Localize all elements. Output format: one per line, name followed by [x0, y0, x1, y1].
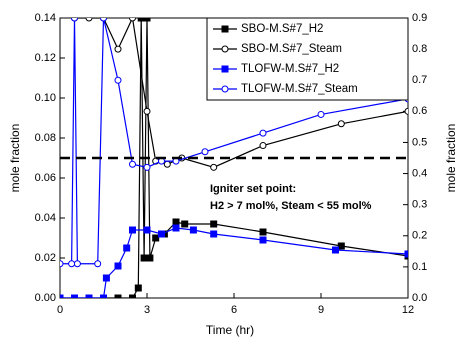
marker — [137, 18, 145, 22]
marker — [259, 142, 267, 150]
marker — [332, 246, 339, 254]
legend-label: TLOFW-M.S#7_H2 — [241, 63, 339, 75]
marker — [337, 120, 345, 128]
y-axis-label: mole fraction — [8, 124, 22, 193]
marker — [259, 236, 267, 244]
marker — [201, 148, 209, 156]
annotation: H2 > 7 mol%, Steam < 55 mol% — [210, 200, 372, 212]
marker — [114, 76, 122, 84]
y-tick-label: 0.14 — [35, 12, 56, 24]
y-tick-label: 0.12 — [35, 52, 56, 64]
y2-tick-label: 0.1 — [412, 261, 427, 273]
y-tick-label: 0.08 — [35, 132, 56, 144]
marker — [71, 294, 78, 298]
x-axis-label: Time (hr) — [206, 323, 254, 337]
marker — [143, 107, 151, 115]
x-tick-label: 0 — [57, 304, 63, 316]
marker — [221, 45, 229, 53]
marker — [114, 262, 122, 270]
legend-label: TLOFW-M.S#7_Steam — [241, 83, 358, 95]
marker — [404, 107, 408, 115]
y-tick-label: 0.02 — [35, 252, 56, 264]
marker — [102, 274, 110, 282]
marker — [189, 226, 197, 234]
marker — [140, 254, 148, 262]
marker — [143, 18, 151, 22]
y-tick-label: 0.04 — [35, 212, 56, 224]
y-tick-label: 0.10 — [35, 92, 56, 104]
marker — [158, 230, 165, 238]
x-tick-label: 12 — [402, 304, 414, 316]
y2-tick-label: 0.5 — [412, 136, 427, 148]
marker — [85, 18, 93, 22]
marker — [114, 294, 122, 298]
y2-tick-label: 0.9 — [412, 12, 427, 24]
y2-axis-label: mole fraction — [444, 124, 458, 193]
marker — [123, 244, 131, 252]
marker — [163, 160, 171, 168]
y2-tick-label: 0.4 — [412, 167, 427, 179]
marker — [259, 129, 267, 137]
marker — [71, 18, 78, 22]
marker — [259, 228, 267, 236]
marker — [94, 260, 102, 268]
marker — [221, 85, 229, 93]
marker — [100, 18, 107, 22]
x-tick-label: 6 — [231, 304, 237, 316]
marker — [181, 220, 189, 228]
marker — [100, 294, 107, 298]
y2-tick-label: 0.3 — [412, 199, 427, 211]
marker — [114, 45, 122, 53]
x-tick-label: 9 — [318, 304, 324, 316]
y2-tick-label: 0.0 — [412, 292, 427, 304]
marker — [221, 65, 229, 73]
marker — [129, 226, 136, 234]
y2-tick-label: 0.6 — [412, 105, 427, 117]
marker — [210, 220, 218, 228]
marker — [210, 230, 218, 238]
legend — [206, 17, 409, 101]
legend-label: SBO-M.S#7_Steam — [241, 43, 342, 55]
marker — [73, 260, 81, 268]
marker — [143, 163, 151, 171]
series-line — [60, 227, 408, 298]
marker — [60, 294, 64, 298]
y2-tick-label: 0.7 — [412, 74, 427, 86]
marker — [172, 218, 180, 226]
marker — [85, 294, 93, 298]
marker — [337, 242, 345, 250]
marker — [129, 294, 136, 298]
marker — [172, 224, 180, 232]
marker — [129, 160, 136, 168]
marker — [68, 260, 76, 268]
series — [60, 224, 408, 298]
marker — [221, 25, 229, 33]
y2-tick-label: 0.2 — [412, 230, 427, 242]
marker — [143, 226, 151, 234]
marker — [146, 254, 154, 262]
marker — [129, 18, 136, 22]
y2-tick-label: 0.8 — [412, 43, 427, 55]
marker — [152, 234, 160, 242]
marker — [404, 250, 408, 258]
legend-label: SBO-M.S#7_H2 — [241, 23, 323, 35]
x-tick-label: 3 — [144, 304, 150, 316]
y-tick-label: 0.00 — [35, 292, 56, 304]
marker — [317, 110, 325, 118]
marker — [134, 284, 142, 292]
y-tick-label: 0.06 — [35, 172, 56, 184]
marker — [210, 163, 218, 171]
annotation: Igniter set point: — [210, 183, 296, 195]
marker — [60, 260, 64, 268]
